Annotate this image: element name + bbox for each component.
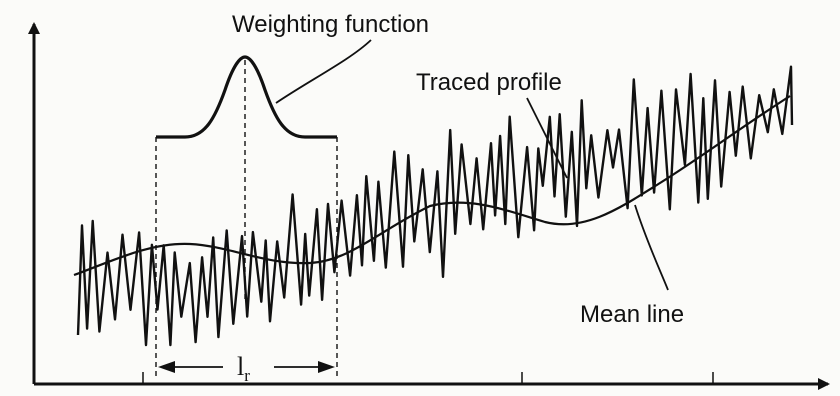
weighting-function-label: Weighting function [232,11,429,38]
mean-line-leader [634,204,669,291]
sampling-length-dimension [158,361,335,373]
weighting-function-curve [156,55,337,139]
sampling-length-subscript: r [244,366,250,385]
mean-line-curve [73,95,791,277]
mean-line-label: Mean line [580,301,684,328]
sampling-length-base: l [237,352,244,381]
sampling-length-label: lr [237,352,250,385]
leader-lines [275,39,669,291]
traced-profile-leader [526,97,568,179]
traced-profile-curve [76,65,794,347]
weighting-function-leader [275,39,372,104]
weighting-window-guides [155,60,338,378]
traced-profile-label: Traced profile [416,69,562,96]
x-axis-ticks [142,372,714,384]
